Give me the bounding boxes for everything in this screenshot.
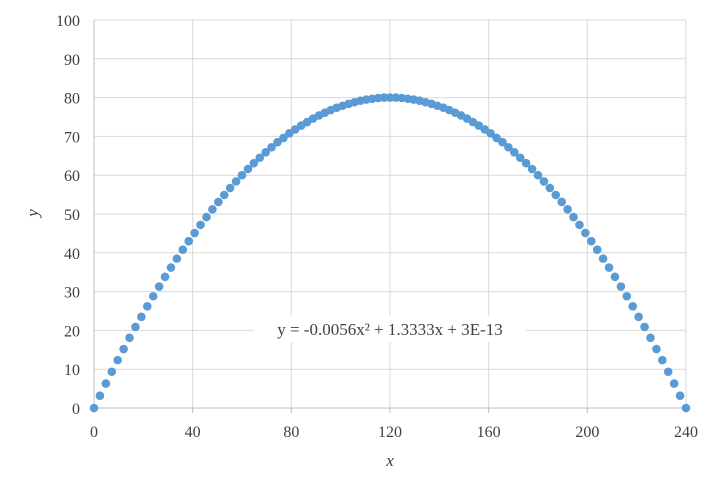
data-point bbox=[160, 272, 170, 282]
data-point bbox=[208, 205, 217, 214]
data-point bbox=[125, 333, 134, 343]
data-point bbox=[592, 245, 602, 254]
data-point bbox=[652, 344, 661, 354]
data-point bbox=[196, 220, 205, 230]
data-point bbox=[640, 322, 649, 332]
data-point bbox=[498, 137, 507, 147]
data-point bbox=[527, 164, 537, 174]
y-tick-label: 10 bbox=[64, 362, 80, 379]
data-point bbox=[557, 197, 566, 207]
grid bbox=[94, 19, 687, 408]
data-point bbox=[616, 282, 626, 291]
data-point bbox=[142, 302, 152, 311]
y-tick-label: 40 bbox=[64, 246, 80, 263]
data-point bbox=[243, 164, 253, 174]
data-point bbox=[95, 391, 105, 401]
data-point bbox=[107, 367, 117, 377]
y-tick-label: 100 bbox=[56, 13, 80, 30]
data-point bbox=[515, 153, 525, 163]
data-point bbox=[385, 93, 395, 102]
data-point bbox=[622, 291, 632, 301]
x-axis-title: x bbox=[385, 451, 394, 470]
trendline-equation-background bbox=[254, 316, 526, 342]
data-point bbox=[486, 128, 495, 138]
data-point bbox=[154, 282, 164, 291]
data-point bbox=[113, 355, 122, 365]
x-tick-label: 200 bbox=[575, 424, 599, 441]
data-point bbox=[137, 312, 146, 322]
y-tick-label: 60 bbox=[64, 168, 80, 185]
data-point bbox=[119, 344, 128, 354]
data-point bbox=[681, 403, 691, 413]
y-tick-label: 70 bbox=[64, 129, 80, 146]
data-point bbox=[533, 170, 543, 180]
data-point bbox=[539, 177, 549, 186]
data-point bbox=[255, 153, 265, 163]
data-point bbox=[219, 190, 229, 200]
data-point bbox=[569, 212, 578, 222]
data-point bbox=[379, 93, 389, 102]
data-point bbox=[101, 379, 111, 388]
y-tick-label: 20 bbox=[64, 323, 80, 340]
x-tick-label: 80 bbox=[283, 424, 299, 441]
chart-labels: x y y = -0.0056x² + 1.3333x + 3E-13 bbox=[23, 209, 526, 470]
data-point bbox=[492, 133, 501, 143]
data-point bbox=[628, 302, 638, 311]
data-point bbox=[231, 177, 241, 186]
data-point bbox=[267, 142, 276, 152]
x-tick-label: 0 bbox=[90, 424, 98, 441]
data-point bbox=[604, 263, 614, 272]
data-point bbox=[131, 322, 140, 332]
x-tick-label: 120 bbox=[378, 424, 402, 441]
data-point bbox=[89, 403, 99, 413]
data-point bbox=[610, 272, 620, 282]
data-point bbox=[575, 220, 584, 230]
data-point bbox=[634, 312, 643, 322]
data-point bbox=[261, 148, 270, 157]
y-tick-label: 30 bbox=[64, 285, 80, 302]
data-point bbox=[166, 263, 176, 272]
data-point bbox=[249, 158, 259, 168]
data-point bbox=[663, 367, 673, 377]
y-axis-title: y bbox=[23, 209, 42, 219]
x-tick-label: 240 bbox=[674, 424, 698, 441]
data-point bbox=[178, 245, 188, 254]
data-point bbox=[214, 197, 223, 207]
data-point bbox=[510, 148, 519, 157]
data-point bbox=[551, 190, 561, 200]
data-point bbox=[184, 236, 194, 246]
trendline-equation: y = -0.0056x² + 1.3333x + 3E-13 bbox=[277, 320, 503, 339]
data-point bbox=[148, 291, 158, 301]
data-point bbox=[202, 212, 211, 222]
tick-labels: 0 10 20 30 40 50 60 70 80 90 100 0 40 80 120 160 200 240 bbox=[56, 13, 698, 441]
data-point bbox=[190, 228, 199, 238]
data-point bbox=[225, 183, 235, 193]
x-tick-label: 40 bbox=[185, 424, 201, 441]
data-point bbox=[598, 254, 608, 263]
data-point bbox=[646, 333, 655, 343]
data-point bbox=[658, 355, 667, 365]
data-point bbox=[521, 158, 531, 168]
data-point bbox=[675, 391, 685, 401]
y-tick-label: 50 bbox=[64, 207, 80, 224]
data-point bbox=[504, 142, 513, 152]
y-tick-label: 80 bbox=[64, 91, 80, 108]
y-tick-label: 0 bbox=[72, 401, 80, 418]
data-point bbox=[273, 137, 282, 147]
data-point bbox=[545, 183, 555, 193]
data-point bbox=[586, 236, 596, 246]
data-point bbox=[172, 254, 182, 263]
data-point bbox=[669, 379, 679, 388]
data-point bbox=[237, 170, 247, 180]
y-tick-label: 90 bbox=[64, 52, 80, 69]
data-point bbox=[563, 205, 572, 214]
data-point bbox=[581, 228, 590, 238]
x-tick-label: 160 bbox=[477, 424, 501, 441]
data-points bbox=[89, 93, 691, 413]
data-point bbox=[279, 133, 288, 143]
